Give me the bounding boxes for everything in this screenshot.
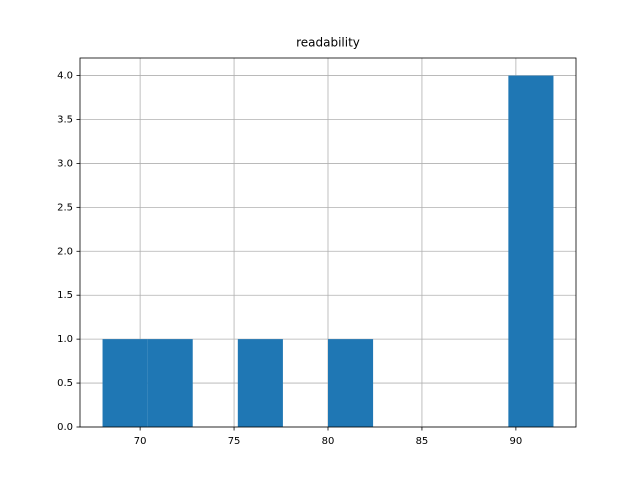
x-tick-label: 80 (322, 436, 335, 447)
y-tick-label: 3.5 (57, 115, 73, 126)
y-tick-label: 1.5 (57, 290, 73, 301)
bar (237, 339, 283, 427)
bar (102, 339, 148, 427)
y-tick-label: 2.5 (57, 202, 73, 213)
x-tick-label: 75 (228, 436, 241, 447)
y-tick-label: 2.0 (57, 246, 73, 257)
y-tick-label: 0.0 (57, 422, 73, 433)
bar (508, 75, 554, 428)
chart-title: readability (296, 36, 360, 50)
y-tick-label: 4.0 (57, 71, 73, 82)
y-tick-label: 3.0 (57, 158, 73, 169)
y-tick-label: 0.5 (57, 378, 73, 389)
bar (328, 339, 374, 427)
y-tick-label: 1.0 (57, 334, 73, 345)
x-tick-label: 90 (510, 436, 523, 447)
x-tick-label: 70 (134, 436, 147, 447)
plot-frame (79, 57, 577, 428)
bar (147, 339, 193, 427)
x-tick-label: 85 (416, 436, 429, 447)
